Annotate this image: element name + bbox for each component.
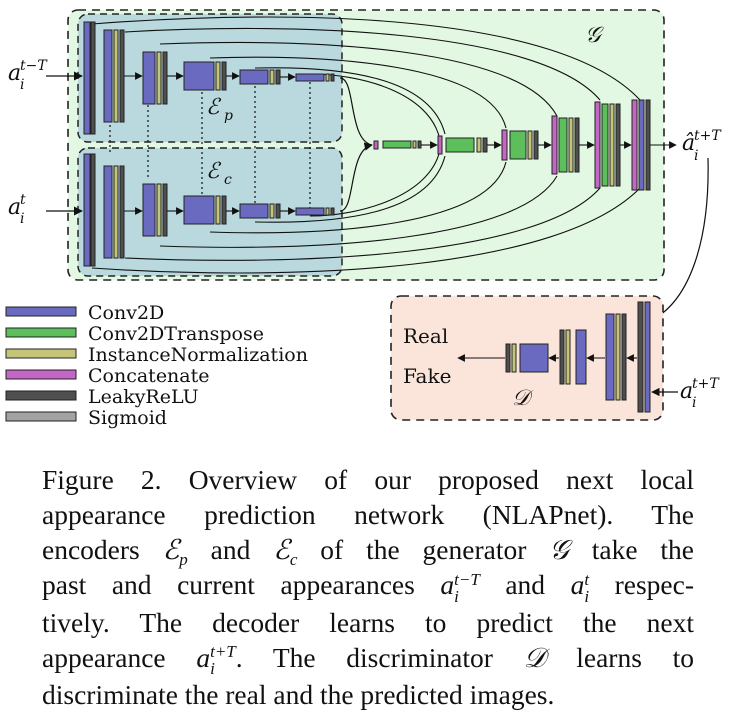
real-label: Real xyxy=(403,324,448,348)
caption-line-4: past and current appearances a t−T i and a… xyxy=(42,569,695,606)
caption-line-7: discriminate the real and the predicted … xyxy=(42,679,555,711)
svg-text:t: t xyxy=(20,192,26,208)
legend-label-conv2d: Conv2D xyxy=(88,302,164,324)
discriminator-layers xyxy=(505,301,651,413)
caption-line-6: appearance a t+T i. The discriminator 𝒟 le… xyxy=(42,641,694,679)
caption-line-3: encoders ℰp and ℰc of the generator 𝒢 ta… xyxy=(42,534,694,569)
svg-text:p: p xyxy=(224,108,233,124)
decoder-layers xyxy=(373,99,651,191)
input-current-label: a i t xyxy=(8,192,26,227)
svg-text:t+T: t+T xyxy=(694,128,722,144)
svg-text:i: i xyxy=(694,148,698,164)
svg-text:a: a xyxy=(8,195,21,220)
encoder-current-layers xyxy=(83,153,335,267)
encoder-current-label: ℰ c xyxy=(206,159,232,188)
bottleneck-merge-top xyxy=(339,77,373,146)
legend-label-conv2dtranspose: Conv2DTranspose xyxy=(88,323,264,345)
svg-text:â: â xyxy=(682,131,695,156)
svg-text:t+T: t+T xyxy=(692,376,720,392)
legend-swatch-concatenate xyxy=(5,369,77,380)
generator-label: 𝒢 xyxy=(585,23,604,48)
skip-connections xyxy=(91,16,641,274)
svg-text:i: i xyxy=(692,395,696,411)
legend: Conv2DConv2DTransposeInstanceNormalizati… xyxy=(5,302,308,429)
caption-line-5: tively. The decoder learns to predict th… xyxy=(42,606,694,638)
svg-text:a: a xyxy=(8,61,21,86)
legend-swatch-instancenormalization xyxy=(5,348,77,359)
legend-swatch-conv2dtranspose xyxy=(5,327,77,338)
fake-label: Fake xyxy=(403,364,451,388)
disc-input-label: a i t+T xyxy=(680,376,720,411)
svg-text:c: c xyxy=(224,172,232,188)
svg-text:i: i xyxy=(20,211,24,227)
svg-text:i: i xyxy=(20,77,24,93)
input-past-label: a i t−T xyxy=(8,58,48,93)
output-to-discriminator-arrow xyxy=(651,157,709,321)
svg-text:ℰ: ℰ xyxy=(206,159,222,184)
legend-label-concatenate: Concatenate xyxy=(88,365,210,387)
svg-text:a: a xyxy=(680,379,693,404)
legend-swatch-leakyrelu xyxy=(5,390,77,401)
caption-line-2: appearance prediction network (NLAPnet).… xyxy=(42,499,694,530)
legend-label-leakyrelu: LeakyReLU xyxy=(88,386,199,408)
output-label: â i t+T xyxy=(682,128,722,164)
legend-swatch-sigmoid xyxy=(5,411,77,422)
legend-swatch-conv2d xyxy=(5,306,77,317)
legend-label-instancenormalization: InstanceNormalization xyxy=(88,344,308,366)
encoder-flow-arrows xyxy=(124,72,296,215)
encoder-past-label: ℰ p xyxy=(206,95,233,124)
legend-label-sigmoid: Sigmoid xyxy=(88,407,167,429)
bottleneck-merge-bottom xyxy=(339,142,373,212)
network-diagram: 𝒢 ℰ p ℰ c a i t−T a i t â i t+T xyxy=(5,9,722,429)
discriminator-label: 𝒟 xyxy=(512,386,534,411)
svg-text:ℰ: ℰ xyxy=(206,95,222,120)
figure-caption: Figure 2. Overview of our proposed next … xyxy=(42,462,694,712)
svg-text:t−T: t−T xyxy=(20,58,48,74)
caption-line-1: Figure 2. Overview of our proposed next … xyxy=(42,464,694,495)
